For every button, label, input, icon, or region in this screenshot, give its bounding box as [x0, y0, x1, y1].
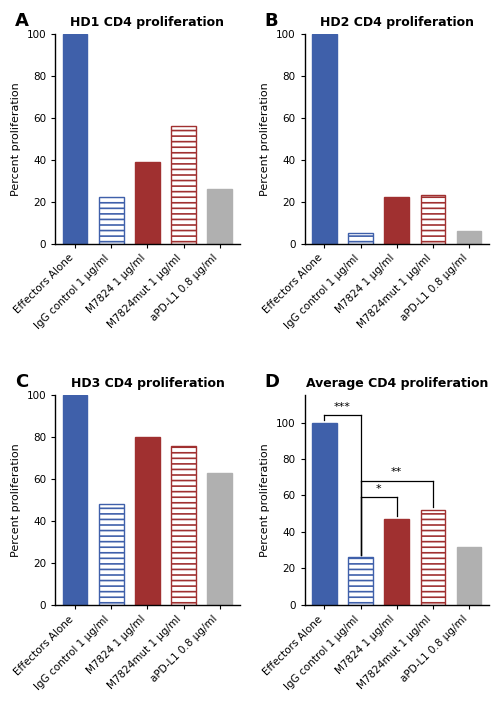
- Bar: [135, 437, 160, 605]
- Bar: [348, 233, 373, 244]
- Bar: [456, 546, 481, 605]
- Bar: [208, 189, 232, 244]
- Title: HD2 CD4 proliferation: HD2 CD4 proliferation: [320, 15, 474, 29]
- Bar: [99, 504, 124, 605]
- Title: HD1 CD4 proliferation: HD1 CD4 proliferation: [70, 15, 225, 29]
- Bar: [99, 198, 124, 244]
- Bar: [420, 510, 445, 605]
- Bar: [312, 423, 337, 605]
- Bar: [384, 520, 409, 605]
- Bar: [312, 34, 337, 244]
- Text: ***: ***: [334, 401, 351, 412]
- Text: A: A: [15, 12, 28, 30]
- Y-axis label: Percent proliferation: Percent proliferation: [260, 82, 270, 195]
- Bar: [172, 127, 196, 244]
- Y-axis label: Percent proliferation: Percent proliferation: [11, 82, 21, 195]
- Text: *: *: [376, 484, 382, 494]
- Y-axis label: Percent proliferation: Percent proliferation: [11, 443, 21, 557]
- Bar: [63, 34, 88, 244]
- Title: Average CD4 proliferation: Average CD4 proliferation: [306, 377, 488, 390]
- Bar: [63, 395, 88, 605]
- Bar: [456, 231, 481, 244]
- Bar: [348, 557, 373, 605]
- Text: D: D: [264, 373, 279, 391]
- Text: B: B: [264, 12, 278, 30]
- Text: **: **: [391, 467, 402, 477]
- Bar: [135, 162, 160, 244]
- Bar: [384, 198, 409, 244]
- Bar: [172, 446, 196, 605]
- Title: HD3 CD4 proliferation: HD3 CD4 proliferation: [70, 377, 225, 390]
- Bar: [420, 195, 445, 244]
- Y-axis label: Percent proliferation: Percent proliferation: [260, 443, 270, 557]
- Text: C: C: [15, 373, 28, 391]
- Bar: [208, 473, 232, 605]
